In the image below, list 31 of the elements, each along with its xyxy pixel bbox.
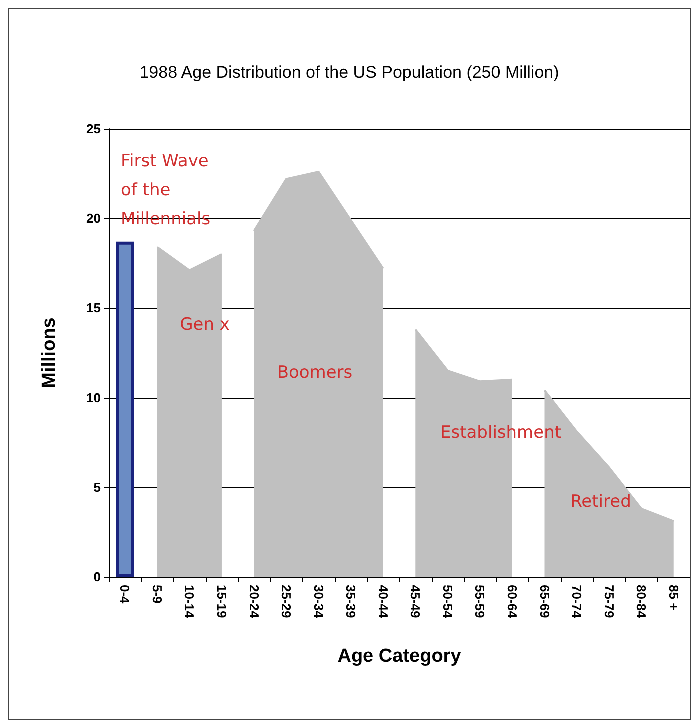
x-tick-label: 85 + (666, 585, 682, 612)
y-tick-label: 5 (94, 480, 101, 495)
x-tick-label: 10-14 (182, 585, 198, 620)
x-tick-label: 45-49 (408, 585, 424, 618)
x-tick-label: 0-4 (118, 585, 133, 605)
x-tick-label: 35-39 (344, 585, 359, 618)
y-tick-label: 15 (86, 300, 101, 316)
x-tick-label: 15-19 (214, 585, 230, 618)
x-tick-label: 75-79 (602, 585, 617, 618)
x-tick-label: 60-64 (504, 585, 520, 620)
x-tick-label: 50-54 (440, 585, 456, 620)
annotation: Retired (570, 492, 632, 512)
y-tick-label: 25 (86, 122, 101, 136)
chart-title: 1988 Age Distribution of the US Population (250 Million) (140, 63, 560, 82)
x-tick-label: 65-69 (537, 585, 552, 618)
annotation: Gen x (180, 315, 230, 335)
y-axis-title: Millions (39, 318, 60, 388)
y-tick-label: 0 (94, 570, 101, 584)
x-tick-label: 70-74 (570, 585, 585, 620)
x-tick-label: 80-84 (634, 585, 650, 620)
x-tick-label: 40-44 (376, 585, 391, 620)
x-tick-label: 30-34 (311, 585, 326, 620)
x-axis-title: Age Category (338, 646, 462, 667)
y-tick-label: 10 (86, 390, 101, 406)
x-tick-label: 55-59 (472, 585, 488, 618)
x-tick-label: 25-29 (279, 585, 294, 618)
y-tick-label: 20 (86, 211, 101, 226)
x-tick-label: 20-24 (246, 585, 262, 620)
annotation: Boomers (277, 363, 353, 383)
x-tick-label: 5-9 (150, 585, 165, 604)
annotation: Establishment (440, 423, 562, 443)
